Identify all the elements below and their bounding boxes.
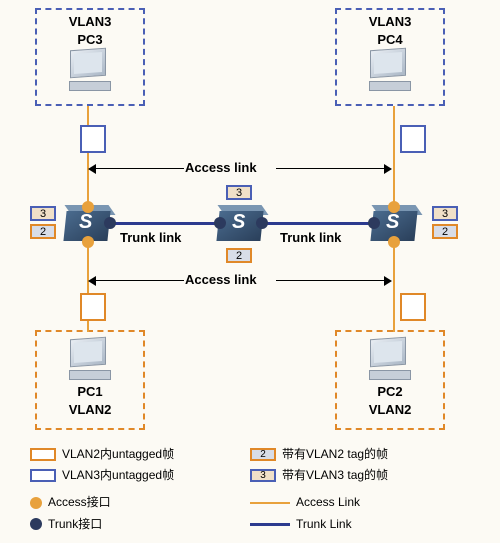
pc4-label-l2: PC4 bbox=[343, 32, 437, 48]
trunk-port-icon bbox=[368, 217, 380, 229]
legend: VLAN2内untagged帧 VLAN3内untagged帧 2带有VLAN2… bbox=[30, 445, 470, 536]
legend-text: Trunk接口 bbox=[48, 515, 102, 534]
arrow-left-icon bbox=[88, 164, 96, 174]
pc2-node: PC2 VLAN2 bbox=[335, 330, 445, 430]
access-port-icon bbox=[388, 236, 400, 248]
trunk-port-icon bbox=[104, 217, 116, 229]
untagged-frame-vlan2 bbox=[400, 293, 426, 321]
tagged-frame-vlan2: 2 bbox=[226, 248, 252, 263]
trunk-link-label-left: Trunk link bbox=[120, 230, 181, 245]
tagged-frame-vlan2: 2 bbox=[432, 224, 458, 239]
tagged-frame-vlan3: 3 bbox=[432, 206, 458, 221]
computer-icon bbox=[65, 49, 115, 91]
access-port-icon bbox=[388, 201, 400, 213]
access-link-label-bot: Access link bbox=[185, 272, 257, 287]
arrow-left-icon bbox=[88, 276, 96, 286]
pc1-label-l1: PC1 bbox=[43, 384, 137, 400]
arrow-right-icon bbox=[384, 164, 392, 174]
pc2-label-l1: PC2 bbox=[343, 384, 437, 400]
computer-icon bbox=[65, 338, 115, 380]
arrow-line bbox=[94, 280, 184, 281]
legend-text: VLAN3内untagged帧 bbox=[62, 466, 174, 485]
trunk-link-right bbox=[260, 222, 374, 225]
legend-text: Access接口 bbox=[48, 493, 111, 512]
arrow-line bbox=[276, 280, 384, 281]
access-link-label-top: Access link bbox=[185, 160, 257, 175]
access-port-icon bbox=[82, 201, 94, 213]
computer-icon bbox=[365, 338, 415, 380]
trunk-port-icon bbox=[256, 217, 268, 229]
pc3-label-l1: VLAN3 bbox=[43, 14, 137, 30]
access-link-pc3 bbox=[87, 106, 89, 206]
tagged-frame-vlan2: 2 bbox=[30, 224, 56, 239]
trunk-link-label-right: Trunk link bbox=[280, 230, 341, 245]
access-link-pc2 bbox=[393, 240, 395, 332]
access-port-icon bbox=[82, 236, 94, 248]
tagged-frame-vlan3: 3 bbox=[30, 206, 56, 221]
access-link-pc4 bbox=[393, 106, 395, 206]
legend-text: VLAN2内untagged帧 bbox=[62, 445, 174, 464]
pc3-node: VLAN3 PC3 bbox=[35, 8, 145, 106]
arrow-line bbox=[94, 168, 184, 169]
legend-text: Access Link bbox=[296, 493, 360, 512]
untagged-frame-vlan2 bbox=[80, 293, 106, 321]
pc1-label-l2: VLAN2 bbox=[43, 402, 137, 418]
arrow-right-icon bbox=[384, 276, 392, 286]
pc2-label-l2: VLAN2 bbox=[343, 402, 437, 418]
computer-icon bbox=[365, 49, 415, 91]
pc4-node: VLAN3 PC4 bbox=[335, 8, 445, 106]
legend-text: 带有VLAN2 tag的帧 bbox=[282, 445, 388, 464]
pc4-label-l1: VLAN3 bbox=[343, 14, 437, 30]
trunk-link-left bbox=[108, 222, 220, 225]
legend-text: Trunk Link bbox=[296, 515, 352, 534]
untagged-frame-vlan3 bbox=[400, 125, 426, 153]
arrow-line bbox=[276, 168, 384, 169]
trunk-port-icon bbox=[214, 217, 226, 229]
tagged-frame-vlan3: 3 bbox=[226, 185, 252, 200]
vlan-topology-diagram: VLAN3 PC3 VLAN3 PC4 PC1 VLAN2 PC2 VLAN2 … bbox=[0, 0, 500, 440]
pc3-label-l2: PC3 bbox=[43, 32, 137, 48]
untagged-frame-vlan3 bbox=[80, 125, 106, 153]
pc1-node: PC1 VLAN2 bbox=[35, 330, 145, 430]
legend-text: 带有VLAN3 tag的帧 bbox=[282, 466, 388, 485]
